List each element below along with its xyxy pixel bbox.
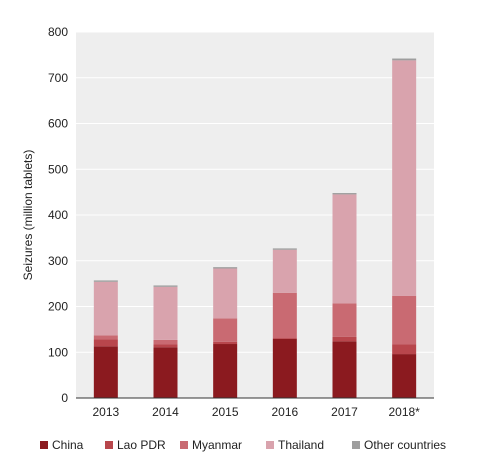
bar-segment-lao-pdr-2018 bbox=[392, 344, 417, 355]
bar-segment-thailand-2014 bbox=[153, 286, 178, 340]
y-tick-label: 100 bbox=[48, 345, 68, 359]
bar-segment-china-2017 bbox=[332, 341, 357, 398]
bar-segment-lao-pdr-2014 bbox=[153, 344, 178, 348]
y-tick-label: 300 bbox=[48, 254, 68, 268]
bar-segment-china-2013 bbox=[93, 346, 118, 398]
bar-segment-lao-pdr-2015 bbox=[213, 341, 238, 345]
bar-segment-lao-pdr-2016 bbox=[272, 338, 297, 339]
x-tick-label: 2018* bbox=[388, 405, 420, 419]
y-tick-label: 700 bbox=[48, 71, 68, 85]
legend-item: China bbox=[40, 438, 84, 452]
bar-segment-myanmar-2015 bbox=[213, 318, 238, 342]
y-tick-label: 600 bbox=[48, 117, 68, 131]
bar-segment-other-countries-2013 bbox=[93, 280, 118, 282]
bar-segment-thailand-2015 bbox=[213, 268, 238, 319]
bar-segment-thailand-2018 bbox=[392, 60, 417, 296]
legend-swatch bbox=[180, 441, 188, 449]
bar-segment-other-countries-2015 bbox=[213, 267, 238, 269]
bar-segment-china-2014 bbox=[153, 347, 178, 398]
x-tick-label: 2014 bbox=[152, 405, 179, 419]
bar-segment-china-2016 bbox=[272, 338, 297, 398]
legend-label: China bbox=[52, 438, 84, 452]
x-tick-label: 2017 bbox=[331, 405, 358, 419]
legend-swatch bbox=[266, 441, 274, 449]
legend-swatch bbox=[40, 441, 48, 449]
bars bbox=[93, 58, 417, 398]
legend-item: Other countries bbox=[352, 438, 446, 452]
bar-segment-myanmar-2014 bbox=[153, 339, 178, 345]
bar-segment-china-2015 bbox=[213, 344, 238, 398]
bar-segment-other-countries-2018 bbox=[392, 58, 417, 61]
legend-label: Thailand bbox=[278, 438, 324, 452]
y-tick-label: 400 bbox=[48, 208, 68, 222]
bar-segment-thailand-2017 bbox=[332, 194, 357, 304]
bar-segment-thailand-2013 bbox=[93, 281, 118, 336]
y-tick-label: 0 bbox=[61, 391, 68, 405]
bar-segment-lao-pdr-2017 bbox=[332, 336, 357, 342]
y-tick-label: 200 bbox=[48, 300, 68, 314]
x-tick-label: 2013 bbox=[92, 405, 119, 419]
y-axis-ticks: 0 100 200 300 400 500 600 700 800 bbox=[48, 25, 68, 405]
bar-segment-thailand-2016 bbox=[272, 249, 297, 293]
bar-segment-other-countries-2017 bbox=[332, 193, 357, 195]
legend-item: Lao PDR bbox=[105, 438, 166, 452]
bar-segment-other-countries-2014 bbox=[153, 285, 178, 287]
x-axis-ticks: 2013 2014 2015 2016 2017 2018* bbox=[92, 405, 420, 419]
legend-item: Myanmar bbox=[180, 438, 242, 452]
x-tick-label: 2016 bbox=[271, 405, 298, 419]
y-axis-title: Seizures (million tablets) bbox=[21, 150, 35, 281]
legend-item: Thailand bbox=[266, 438, 324, 452]
legend-label: Lao PDR bbox=[117, 438, 166, 452]
bar-segment-china-2018 bbox=[392, 354, 417, 398]
y-tick-label: 800 bbox=[48, 25, 68, 39]
bar-segment-myanmar-2013 bbox=[93, 335, 118, 340]
legend-label: Other countries bbox=[364, 438, 446, 452]
legend-label: Myanmar bbox=[192, 438, 242, 452]
bar-segment-myanmar-2016 bbox=[272, 292, 297, 339]
legend: China Lao PDR Myanmar Thailand Other countri… bbox=[40, 438, 446, 452]
x-tick-label: 2015 bbox=[212, 405, 239, 419]
legend-swatch bbox=[352, 441, 360, 449]
bar-segment-myanmar-2017 bbox=[332, 303, 357, 337]
legend-swatch bbox=[105, 441, 113, 449]
bar-segment-lao-pdr-2013 bbox=[93, 339, 118, 347]
bar-segment-myanmar-2018 bbox=[392, 295, 417, 345]
y-tick-label: 500 bbox=[48, 162, 68, 176]
bar-segment-other-countries-2016 bbox=[272, 248, 297, 250]
gridlines bbox=[76, 31, 434, 353]
